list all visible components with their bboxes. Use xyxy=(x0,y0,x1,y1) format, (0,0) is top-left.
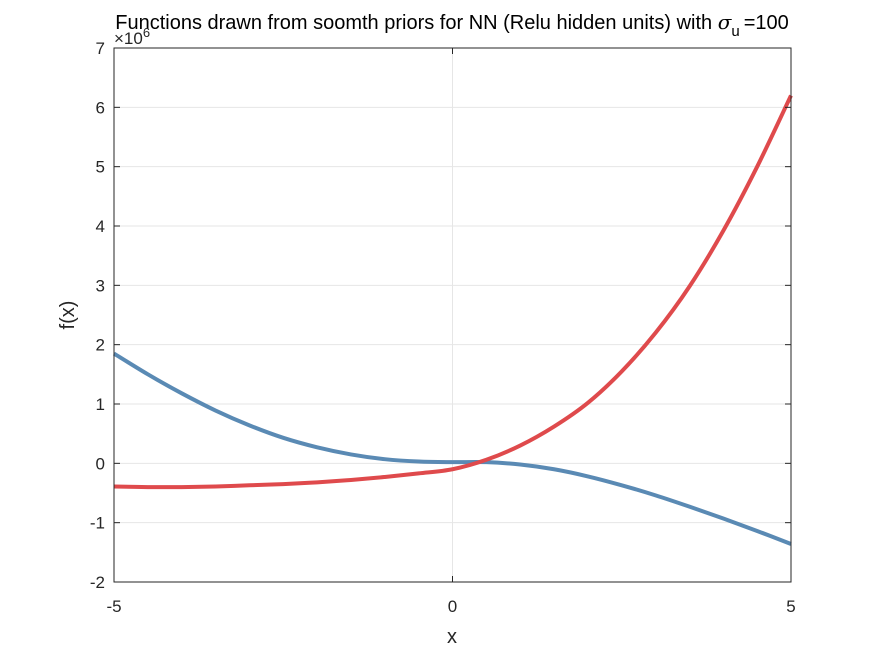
x-axis-label: x xyxy=(447,626,457,648)
y-tick-label: 3 xyxy=(96,276,105,295)
y-tick-label: 2 xyxy=(96,336,105,355)
y-tick-label: -1 xyxy=(90,514,105,533)
tick-marks xyxy=(113,47,792,583)
x-tick-label: 0 xyxy=(448,597,457,616)
y-tick-label: 6 xyxy=(96,98,105,117)
x-tick-label: 5 xyxy=(786,597,795,616)
chart-title: Functions drawn from soomth priors for N… xyxy=(115,10,789,40)
tick-labels: -5 0 5 -2 -1 0 1 2 3 4 5 6 7 xyxy=(90,39,796,616)
y-tick-label: 1 xyxy=(96,395,105,414)
y-tick-label: -2 xyxy=(90,573,105,592)
series-group xyxy=(112,94,793,546)
y-axis-label: f(x) xyxy=(57,301,79,330)
y-exponent-label: ×106 xyxy=(114,25,150,48)
x-tick-label: -5 xyxy=(106,597,121,616)
y-tick-label: 4 xyxy=(96,217,105,236)
series-line-2 xyxy=(113,94,793,490)
y-tick-label: 5 xyxy=(96,158,105,177)
series-line-1 xyxy=(112,351,792,546)
y-tick-label: 7 xyxy=(96,39,105,58)
y-tick-label: 0 xyxy=(96,454,105,473)
